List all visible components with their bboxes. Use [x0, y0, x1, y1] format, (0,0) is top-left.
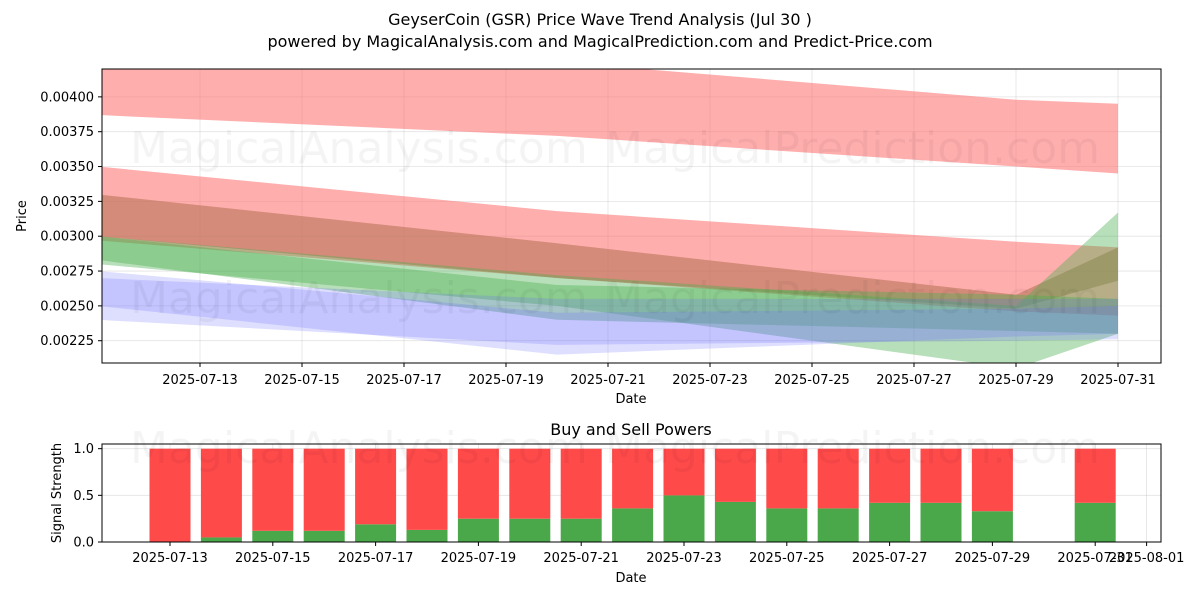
- signal-y-tick-label: 0.0: [73, 536, 94, 551]
- price-y-tick-label: 0.00375: [40, 125, 94, 140]
- buy-bar: [612, 508, 654, 542]
- signal-x-tick-label: 2025-07-13: [132, 551, 208, 566]
- price-y-tick-label: 0.00400: [40, 90, 94, 105]
- price-y-tick-label: 0.00325: [40, 195, 94, 210]
- price-band-brown-2: [102, 194, 1118, 309]
- price-band-blue-6: [102, 271, 1118, 355]
- price-x-tick-label: 2025-07-21: [570, 373, 646, 388]
- signal-x-tick-label: 2025-07-15: [235, 551, 311, 566]
- price-panel-frame: [101, 68, 1162, 364]
- signal-x-tick-label: 2025-07-21: [543, 551, 619, 566]
- signal-y-tick-label: 1.0: [73, 442, 94, 457]
- buy-bar: [971, 511, 1013, 542]
- signal-x-tick-label: 2025-07-31: [1057, 551, 1133, 566]
- watermark-prediction-bottom: MagicalPrediction.com: [605, 423, 1100, 474]
- sell-bar: [406, 448, 448, 530]
- buy-bar: [663, 495, 705, 542]
- price-x-axis-label: Date: [615, 392, 646, 407]
- sell-bar: [560, 448, 602, 519]
- signal-x-tick-label: 2025-07-29: [955, 551, 1031, 566]
- sell-bar: [714, 448, 756, 502]
- sell-bar: [612, 448, 654, 509]
- sell-bar: [971, 448, 1013, 512]
- signal-x-tick-label: 2025-07-25: [749, 551, 825, 566]
- sell-bar: [817, 448, 859, 509]
- signal-x-ticks: 2025-07-13 2025-07-15 2025-07-17 2025-07-19…: [132, 542, 1184, 566]
- chart-title: GeyserCoin (GSR) Price Wave Trend Analys…: [388, 10, 812, 29]
- signal-y-ticks: 0.0 0.5 1.0: [73, 442, 102, 551]
- price-y-tick-label: 0.00275: [40, 265, 94, 280]
- buy-bar: [355, 524, 397, 542]
- price-panel: MagicalAnalysis.com MagicalPrediction.co…: [15, 68, 1162, 407]
- signal-bars: [149, 448, 1116, 542]
- price-x-tick-label: 2025-07-25: [774, 373, 850, 388]
- signal-x-axis-label: Date: [615, 571, 646, 586]
- signal-x-tick-label: 2025-07-23: [646, 551, 722, 566]
- price-x-tick-label: 2025-07-13: [162, 373, 238, 388]
- buy-bar: [817, 508, 859, 542]
- signal-panel: Buy and Sell Powers MagicalAnalysis.com …: [50, 420, 1184, 586]
- price-x-tick-label: 2025-07-19: [468, 373, 544, 388]
- sell-bar: [303, 448, 345, 531]
- buy-bar: [920, 502, 962, 542]
- price-x-tick-label: 2025-07-17: [366, 373, 442, 388]
- sell-bar: [663, 448, 705, 496]
- sell-bar: [869, 448, 911, 503]
- price-x-tick-label: 2025-07-27: [876, 373, 952, 388]
- watermark-analysis-mid: MagicalAnalysis.com: [130, 273, 588, 324]
- signal-panel-title: Buy and Sell Powers: [550, 420, 712, 439]
- price-band-red-0: [102, 69, 1118, 174]
- price-y-ticks: 0.00225 0.00250 0.00275 0.00300 0.00325 0.003…: [40, 90, 102, 349]
- buy-bar: [869, 502, 911, 542]
- signal-y-tick-label: 0.5: [73, 489, 94, 504]
- price-x-tick-label: 2025-07-15: [264, 373, 340, 388]
- signal-x-tick-label: 2025-07-17: [338, 551, 414, 566]
- price-y-tick-label: 0.00225: [40, 334, 94, 349]
- price-y-axis-label: Price: [15, 200, 30, 232]
- signal-x-tick-label: 2025-08-01: [1109, 551, 1185, 566]
- chart-subtitle: powered by MagicalAnalysis.com and Magic…: [267, 32, 932, 51]
- buy-bar: [252, 530, 294, 542]
- price-band-green-4: [102, 236, 1118, 334]
- buy-bar: [1074, 502, 1116, 542]
- sell-bar: [149, 448, 191, 542]
- price-y-tick-label: 0.00350: [40, 160, 94, 175]
- watermark-analysis-bottom: MagicalAnalysis.com: [130, 423, 588, 474]
- price-x-tick-label: 2025-07-23: [672, 373, 748, 388]
- buy-bar: [560, 518, 602, 542]
- sell-bar: [252, 448, 294, 531]
- signal-panel-frame: [101, 443, 1162, 543]
- sell-bar: [920, 448, 962, 503]
- sell-bar: [1074, 448, 1116, 503]
- signal-x-tick-label: 2025-07-27: [852, 551, 928, 566]
- buy-bar: [714, 501, 756, 542]
- signal-y-axis-label: Signal Strength: [50, 443, 65, 543]
- price-bands: [102, 69, 1118, 363]
- signal-x-tick-label: 2025-07-19: [441, 551, 517, 566]
- buy-bar: [200, 537, 242, 542]
- price-y-tick-label: 0.00300: [40, 230, 94, 245]
- watermark-prediction-mid: MagicalPrediction.com: [605, 273, 1100, 324]
- price-y-tick-label: 0.00250: [40, 299, 94, 314]
- price-band-green-3: [102, 212, 1118, 363]
- watermark-analysis-top: MagicalAnalysis.com: [130, 123, 588, 174]
- price-x-tick-label: 2025-07-29: [978, 373, 1054, 388]
- buy-bar: [406, 529, 448, 542]
- sell-bar: [200, 448, 242, 538]
- sell-bar: [509, 448, 551, 519]
- buy-bar: [509, 518, 551, 542]
- watermark-prediction-top: MagicalPrediction.com: [605, 123, 1100, 174]
- price-x-tick-label: 2025-07-31: [1080, 373, 1156, 388]
- buy-bar: [457, 518, 499, 542]
- price-x-ticks: 2025-07-13 2025-07-15 2025-07-17 2025-07-19…: [162, 363, 1156, 388]
- price-band-blue-5: [102, 278, 1118, 345]
- buy-bar: [303, 530, 345, 542]
- buy-bar: [766, 508, 808, 542]
- sell-bar: [766, 448, 808, 509]
- sell-bar: [457, 448, 499, 519]
- sell-bar: [355, 448, 397, 525]
